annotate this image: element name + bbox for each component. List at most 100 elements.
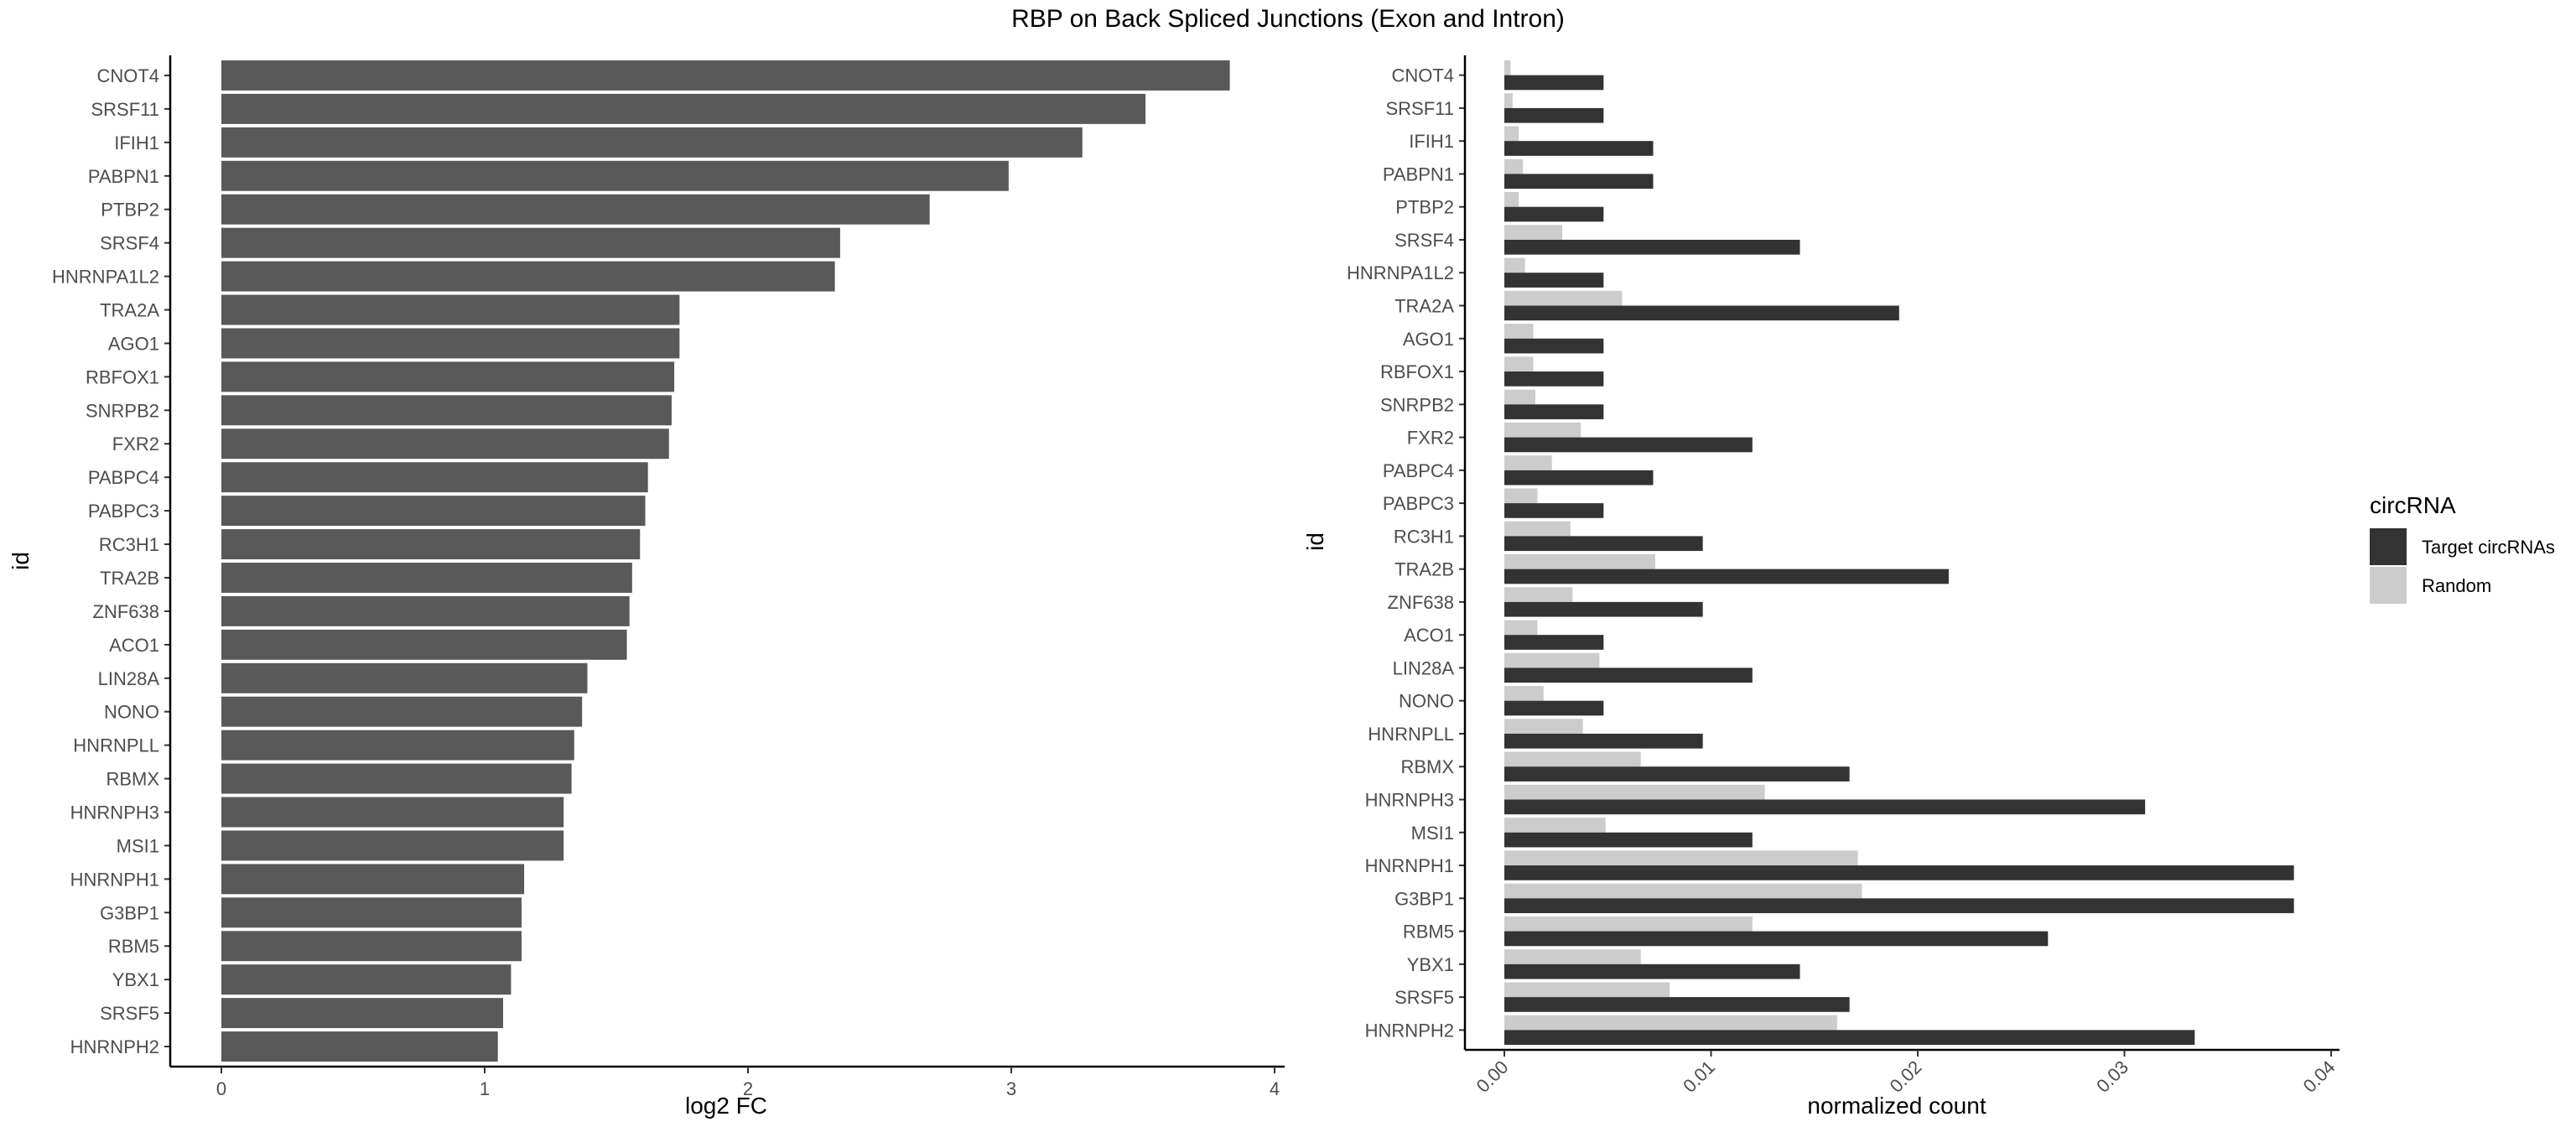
x-tick-label-0.00: 0.00 <box>1472 1057 1513 1097</box>
bar-target-cnot4 <box>1504 75 1604 91</box>
bar-target-tra2b <box>1504 569 1949 584</box>
bar-random-aco1 <box>1504 620 1538 636</box>
bar-target-fxr2 <box>1504 437 1753 453</box>
x-tick-label-0.02: 0.02 <box>1886 1057 1926 1097</box>
bar-target-lin28a <box>1504 667 1753 683</box>
bar-random-nono <box>1504 686 1544 701</box>
y-tick-label-pabpc3: PABPC3 <box>1383 493 1454 514</box>
y-tick-label-ptbp2: PTBP2 <box>1395 197 1454 218</box>
y-tick-label-ybx1: YBX1 <box>112 969 159 990</box>
y-tick-label-rbfox1: RBFOX1 <box>86 366 159 387</box>
y-tick-label-hnrnph3: HNRNPH3 <box>1365 790 1454 811</box>
bar-target-aco1 <box>1504 635 1604 650</box>
bar-random-hnrnph1 <box>1504 850 1858 866</box>
bar-target-pabpc4 <box>1504 470 1654 486</box>
y-tick-label-hnrnpll: HNRNPLL <box>1368 724 1454 745</box>
bar-random-ptbp2 <box>1504 192 1519 207</box>
x-tick-label-2: 2 <box>743 1078 753 1099</box>
bar-random-ybx1 <box>1504 949 1641 964</box>
y-tick-label-ptbp2: PTBP2 <box>101 200 159 221</box>
bar-target-rbmx <box>1504 766 1850 782</box>
y-tick-label-srsf11: SRSF11 <box>1385 98 1454 119</box>
y-tick-label-srsf5: SRSF5 <box>100 1003 159 1024</box>
bar-target-srsf11 <box>1504 107 1604 123</box>
bar-random-hnrnph2 <box>1504 1015 1837 1031</box>
bar-random-srsf5 <box>1504 982 1670 998</box>
bar-hnrnpa1l2 <box>221 261 835 292</box>
bar-target-hnrnph1 <box>1504 865 2294 880</box>
y-tick-label-znf638: ZNF638 <box>93 601 159 622</box>
y-tick-label-rbmx: RBMX <box>1400 756 1454 777</box>
bar-target-nono <box>1504 700 1604 716</box>
legend-label-random: Random <box>2422 575 2491 596</box>
x-tick-label-0.04: 0.04 <box>2299 1057 2340 1097</box>
left-chart-panel: CNOT4 SRSF11 IFIH1 PABPN1 PTBP2 SRSF4 HNRNPA1L… <box>8 55 1285 1119</box>
y-tick-label-aco1: ACO1 <box>1404 625 1454 646</box>
bar-ptbp2 <box>221 194 930 225</box>
y-tick-label-lin28a: LIN28A <box>98 668 160 689</box>
bar-snrpb2 <box>221 395 672 426</box>
bar-ifih1 <box>221 127 1083 158</box>
bar-random-fxr2 <box>1504 422 1581 438</box>
y-tick-label-hnrnph1: HNRNPH1 <box>1365 855 1454 876</box>
bar-target-znf638 <box>1504 601 1703 617</box>
x-tick-label-0.03: 0.03 <box>2092 1057 2132 1097</box>
bar-g3bp1 <box>221 897 522 928</box>
bar-random-cnot4 <box>1504 60 1511 75</box>
bar-hnrnpll <box>221 730 574 761</box>
y-tick-label-pabpn1: PABPN1 <box>88 166 159 187</box>
bar-pabpn1 <box>221 160 1009 191</box>
bar-tra2b <box>221 562 632 593</box>
bar-target-hnrnph3 <box>1504 799 2146 815</box>
y-tick-label-cnot4: CNOT4 <box>1391 65 1454 86</box>
bar-znf638 <box>221 595 630 626</box>
bar-random-rbfox1 <box>1504 356 1534 372</box>
bar-target-rbm5 <box>1504 931 2049 947</box>
y-tick-label-rbmx: RBMX <box>106 769 159 790</box>
bar-rc3h1 <box>221 529 641 560</box>
y-tick-label-fxr2: FXR2 <box>112 434 159 454</box>
bar-target-msi1 <box>1504 832 1753 848</box>
legend-swatch-target-circrnas <box>2370 528 2407 565</box>
y-tick-label-rbm5: RBM5 <box>108 936 159 957</box>
bar-random-lin28a <box>1504 652 1600 668</box>
x-tick-label-1: 1 <box>480 1078 490 1099</box>
bar-random-g3bp1 <box>1504 883 1862 899</box>
bar-target-g3bp1 <box>1504 898 2294 913</box>
y-tick-label-rbfox1: RBFOX1 <box>1380 361 1454 382</box>
bar-target-ptbp2 <box>1504 206 1604 222</box>
bar-random-ago1 <box>1504 324 1534 339</box>
bar-random-rbmx <box>1504 751 1641 767</box>
bar-target-ybx1 <box>1504 963 1800 979</box>
y-tick-label-srsf11: SRSF11 <box>91 99 159 120</box>
y-tick-label-rc3h1: RC3H1 <box>99 534 159 555</box>
x-tick-label-4: 4 <box>1270 1078 1280 1099</box>
bar-random-rbm5 <box>1504 916 1753 932</box>
bar-random-znf638 <box>1504 587 1573 602</box>
bar-srsf5 <box>221 998 503 1029</box>
bar-random-pabpn1 <box>1504 158 1524 174</box>
bar-pabpc4 <box>221 462 648 493</box>
bar-target-pabpn1 <box>1504 174 1654 190</box>
y-tick-label-pabpc4: PABPC4 <box>1383 460 1454 481</box>
bar-target-hnrnph2 <box>1504 1030 2195 1046</box>
y-tick-label-tra2b: TRA2B <box>1394 559 1454 580</box>
bar-random-srsf4 <box>1504 225 1563 240</box>
bar-pabpc3 <box>221 496 646 527</box>
bar-target-srsf4 <box>1504 239 1800 255</box>
y-tick-label-msi1: MSI1 <box>1411 823 1454 844</box>
right-chart-panel: CNOT4 SRSF11 IFIH1 PABPN1 PTBP2 SRSF4 HNRNPA1L… <box>1302 55 2340 1119</box>
y-tick-label-hnrnph3: HNRNPH3 <box>70 802 159 823</box>
legend-label-target-circrnas: Target circRNAs <box>2422 537 2555 558</box>
y-tick-label-snrpb2: SNRPB2 <box>1380 394 1454 415</box>
legend-swatch-random <box>2370 567 2407 604</box>
y-tick-label-ifih1: IFIH1 <box>114 132 159 153</box>
bar-fxr2 <box>221 428 669 460</box>
bar-random-msi1 <box>1504 818 1606 833</box>
bar-hnrnph3 <box>221 797 564 828</box>
figure-title: RBP on Back Spliced Junctions (Exon and … <box>1011 5 1565 33</box>
bar-cnot4 <box>221 60 1230 91</box>
bar-hnrnph1 <box>221 864 525 895</box>
bar-ago1 <box>221 328 680 359</box>
bar-tra2a <box>221 294 680 325</box>
